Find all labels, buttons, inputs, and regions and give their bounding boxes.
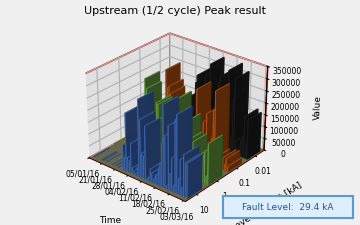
X-axis label: Time: Time — [99, 215, 121, 224]
Y-axis label: Fault Level Current [kA]: Fault Level Current [kA] — [209, 179, 303, 225]
Text: Fault Level:  29.4 kA: Fault Level: 29.4 kA — [242, 202, 334, 211]
Title: Upstream (1/2 cycle) Peak result: Upstream (1/2 cycle) Peak result — [84, 6, 266, 16]
